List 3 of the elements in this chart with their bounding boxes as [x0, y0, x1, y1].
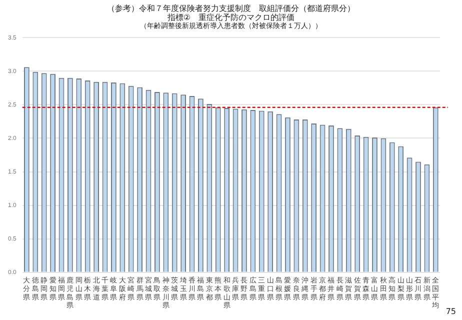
text: 75: [446, 307, 456, 316]
chart-subtitle: 指標② 重症化予防のマクロ的評価: [166, 13, 296, 22]
chart-title: （参考）令和７年度保険者努力支援制度 取組評価分（都道府県分）: [106, 4, 356, 13]
